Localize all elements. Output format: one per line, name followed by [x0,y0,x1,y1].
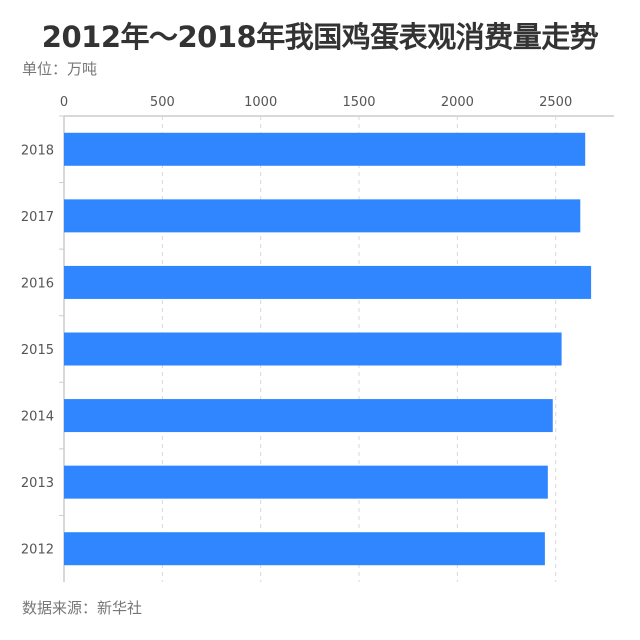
y-tick-label: 2017 [21,210,54,225]
x-tick-label: 2000 [441,95,474,110]
bar-2016 [64,265,592,299]
y-tick-label: 2015 [21,343,54,358]
y-tick-label: 2018 [21,143,54,158]
source-note: 数据来源：新华社 [22,599,143,617]
y-tick-label: 2016 [21,276,54,291]
bar-2014 [64,399,553,433]
bar-2018 [64,132,586,166]
bar-2015 [64,332,562,366]
x-tick-label: 500 [150,95,175,110]
unit-label: 单位：万吨 [22,60,98,78]
y-tick-label: 2014 [21,410,54,425]
x-tick-label: 1000 [244,95,277,110]
y-tick-label: 2012 [21,543,54,558]
bar-2013 [64,465,548,499]
chart-title: 2012年～2018年我国鸡蛋表观消费量走势 [41,20,599,54]
x-tick-label: 1500 [342,95,375,110]
x-tick-label: 2500 [539,95,572,110]
bar-2017 [64,199,581,233]
x-tick-label: 0 [60,95,68,110]
bar-2012 [64,532,545,566]
y-tick-label: 2013 [21,476,54,491]
